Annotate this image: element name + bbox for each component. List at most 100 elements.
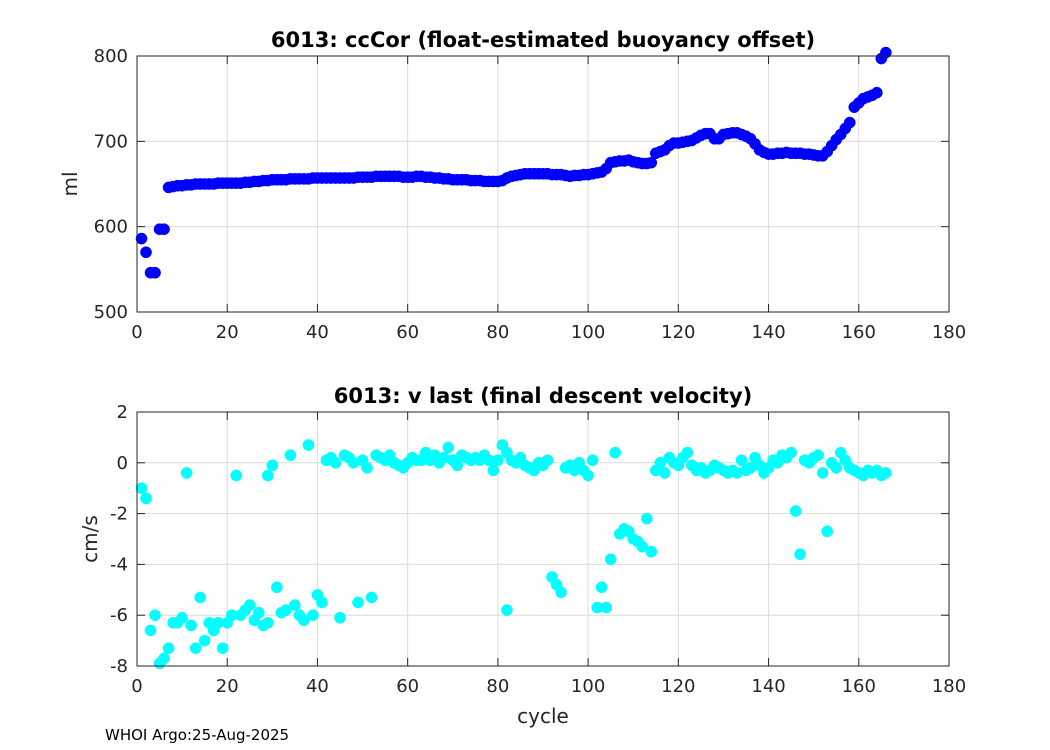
- data-point: [609, 446, 622, 459]
- x-tick-label: 180: [932, 676, 966, 697]
- x-tick-label: 140: [751, 322, 785, 343]
- data-point: [636, 540, 649, 553]
- axes-frame: [136, 55, 950, 313]
- data-point: [501, 604, 513, 616]
- data-point: [361, 462, 373, 474]
- data-point: [270, 581, 283, 594]
- x-tick-label: 20: [216, 322, 239, 343]
- y-tick-label: -8: [110, 656, 128, 677]
- data-point: [261, 616, 274, 629]
- y-tick-label: 600: [94, 217, 128, 238]
- y-axis-label: ml: [58, 171, 82, 196]
- y-tick-label: 500: [94, 302, 128, 323]
- data-point: [162, 642, 175, 655]
- footer-text: WHOI Argo:25-Aug-2025: [105, 726, 289, 744]
- x-tick-label: 120: [661, 322, 695, 343]
- x-tick-label: 100: [571, 676, 605, 697]
- x-tick-label: 60: [396, 322, 419, 343]
- data-point: [266, 459, 279, 472]
- data-point: [681, 446, 694, 459]
- data-point: [735, 454, 748, 467]
- top-axes: 0 20 40 60 80 100 120 140 160 180 500 600 700 800 6013…: [58, 28, 966, 343]
- data-point: [794, 548, 806, 561]
- data-point: [140, 246, 152, 259]
- data-point: [870, 86, 883, 99]
- data-point: [176, 611, 188, 624]
- x-tick-label: 20: [216, 676, 239, 697]
- x-tick-label: 100: [571, 322, 605, 343]
- data-point: [316, 596, 328, 609]
- data-point: [149, 609, 161, 622]
- x-tick-label: 160: [842, 322, 876, 343]
- y-tick-label: -6: [110, 605, 128, 626]
- data-point: [821, 525, 834, 538]
- data-point: [789, 505, 802, 517]
- data-point: [492, 454, 504, 467]
- data-point: [600, 601, 613, 614]
- data-point: [158, 223, 170, 236]
- data-point: [785, 446, 797, 459]
- data-point: [595, 581, 608, 594]
- data-point: [284, 449, 297, 462]
- data-point: [654, 456, 667, 469]
- y-tick-label: 700: [94, 131, 128, 152]
- x-tick-label: 0: [131, 676, 142, 697]
- x-axis-label: cycle: [517, 704, 569, 728]
- x-tick-label: 120: [661, 676, 695, 697]
- data-point: [243, 599, 256, 611]
- data-point: [645, 156, 658, 169]
- data-point: [252, 606, 265, 619]
- x-tick-label: 80: [486, 676, 509, 697]
- data-point: [658, 467, 671, 479]
- x-tick-label: 40: [306, 676, 329, 697]
- data-point: [149, 266, 161, 279]
- data-point: [261, 469, 274, 482]
- data-point: [541, 454, 554, 467]
- y-tick-label: 0: [117, 453, 128, 474]
- data-point: [334, 611, 346, 624]
- y-axis-label: cm/s: [78, 515, 102, 563]
- data-point: [140, 492, 152, 505]
- data-point: [451, 459, 464, 472]
- x-tick-label: 80: [486, 322, 509, 343]
- data-point: [604, 553, 617, 566]
- data-point: [230, 469, 243, 482]
- data-point: [555, 586, 567, 599]
- y-tick-label: 2: [117, 402, 128, 423]
- data-point: [645, 545, 658, 558]
- data-point: [843, 116, 856, 129]
- y-tick-label: -2: [110, 504, 128, 525]
- x-tick-label: 0: [131, 322, 142, 343]
- x-tick-label: 40: [306, 322, 329, 343]
- data-point: [365, 591, 378, 604]
- y-tick-label: -4: [110, 554, 128, 575]
- data-point: [302, 439, 315, 451]
- data-point: [144, 624, 157, 637]
- data-point: [180, 467, 193, 479]
- data-point: [307, 609, 319, 622]
- data-point: [487, 464, 500, 477]
- data-point: [189, 642, 202, 655]
- data-point: [352, 596, 364, 609]
- data-point: [442, 441, 455, 454]
- data-point: [280, 604, 292, 616]
- data-point: [586, 454, 599, 467]
- y-tick-label: 800: [94, 46, 128, 67]
- data-point: [298, 614, 310, 627]
- chart-title: 6013: v last (final descent velocity): [334, 384, 752, 408]
- data-point: [879, 46, 892, 59]
- x-tick-label: 140: [751, 676, 785, 697]
- data-point: [216, 642, 229, 655]
- data-point: [879, 467, 892, 479]
- data-point: [640, 512, 653, 525]
- data-point: [582, 469, 594, 482]
- data-point: [194, 591, 207, 604]
- x-tick-label: 180: [932, 322, 966, 343]
- data-point: [135, 482, 148, 495]
- data-point: [816, 467, 829, 479]
- axes-frame: [136, 411, 950, 667]
- data-point: [198, 634, 211, 647]
- bottom-axes: 0 20 40 60 80 100 120 140 160 180 -8 -6 -4 -2 0 2 6013: …: [78, 384, 966, 728]
